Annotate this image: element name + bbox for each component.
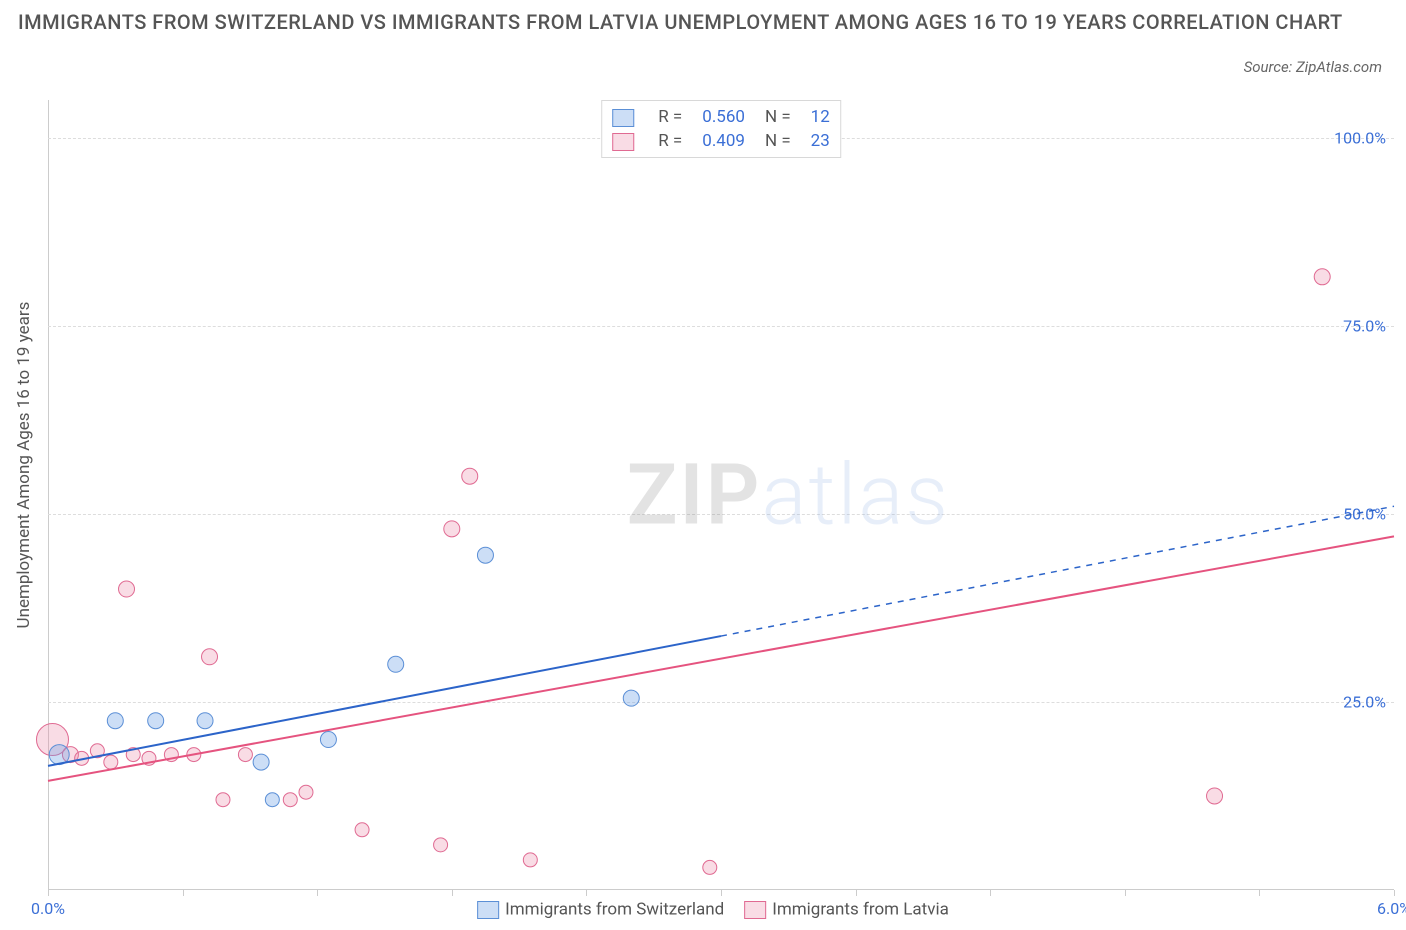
- legend-bottom-label-latvia: Immigrants from Latvia: [772, 900, 949, 920]
- x-tick-mark: [990, 890, 991, 896]
- switzerland-point: [265, 793, 279, 807]
- switzerland-point: [253, 754, 269, 770]
- legend-r-label: R =: [648, 129, 692, 153]
- legend-r-label: R =: [648, 105, 692, 129]
- legend-row-switzerland: R =0.560N =12: [602, 105, 840, 129]
- chart-source: Source: ZipAtlas.com: [1244, 58, 1382, 76]
- legend-row-latvia: R =0.409N =23: [602, 129, 840, 153]
- latvia-point: [462, 468, 478, 484]
- legend-n-label: N =: [755, 129, 801, 153]
- switzerland-point: [388, 656, 404, 672]
- x-tick-mark: [317, 890, 318, 896]
- x-tick-mark: [1125, 890, 1126, 896]
- legend-n-value: 23: [801, 129, 840, 153]
- legend-n-value: 12: [801, 105, 840, 129]
- legend-bottom: Immigrants from Switzerland Immigrants fr…: [457, 899, 949, 920]
- chart-svg: [48, 100, 1394, 890]
- switzerland-point: [477, 547, 493, 563]
- x-tick-mark: [1394, 890, 1395, 896]
- y-axis-title: Unemployment Among Ages 16 to 19 years: [14, 302, 34, 629]
- chart-title: IMMIGRANTS FROM SWITZERLAND VS IMMIGRANT…: [18, 8, 1388, 36]
- latvia-point: [703, 860, 717, 874]
- latvia-point: [119, 581, 135, 597]
- switzerland-swatch: [477, 901, 499, 919]
- x-tick-mark: [48, 890, 49, 896]
- latvia-point: [202, 649, 218, 665]
- x-tick-mark: [1259, 890, 1260, 896]
- switzerland-point: [623, 690, 639, 706]
- latvia-point: [355, 823, 369, 837]
- legend-r-value: 0.560: [692, 105, 755, 129]
- legend-bottom-label-switzerland: Immigrants from Switzerland: [505, 900, 724, 920]
- latvia-swatch: [612, 133, 634, 151]
- latvia-point: [523, 853, 537, 867]
- x-tick-mark: [856, 890, 857, 896]
- x-tick-mark: [721, 890, 722, 896]
- latvia-point: [1207, 788, 1223, 804]
- latvia-point: [434, 838, 448, 852]
- switzerland-point: [320, 732, 336, 748]
- switzerland-swatch: [612, 109, 634, 127]
- latvia-point: [104, 755, 118, 769]
- latvia-swatch: [744, 901, 766, 919]
- x-tick-label: 0.0%: [31, 899, 65, 918]
- latvia-point: [238, 748, 252, 762]
- latvia-point: [444, 521, 460, 537]
- latvia-point: [216, 793, 230, 807]
- latvia-point: [299, 785, 313, 799]
- x-tick-mark: [183, 890, 184, 896]
- x-tick-mark: [586, 890, 587, 896]
- latvia-trendline: [48, 536, 1394, 781]
- latvia-point: [283, 793, 297, 807]
- switzerland-point: [107, 713, 123, 729]
- x-tick-label: 6.0%: [1377, 899, 1406, 918]
- switzerland-trendline-dashed: [721, 506, 1394, 636]
- switzerland-point: [197, 713, 213, 729]
- legend-n-label: N =: [755, 105, 801, 129]
- legend-top: R =0.560N =12R =0.409N =23: [601, 100, 841, 158]
- x-tick-mark: [452, 890, 453, 896]
- switzerland-trendline: [48, 636, 721, 766]
- plot-area: ZIPatlas 25.0%50.0%75.0%100.0% 0.0%6.0% …: [48, 100, 1394, 890]
- legend-r-value: 0.409: [692, 129, 755, 153]
- switzerland-point: [148, 713, 164, 729]
- latvia-point: [1314, 269, 1330, 285]
